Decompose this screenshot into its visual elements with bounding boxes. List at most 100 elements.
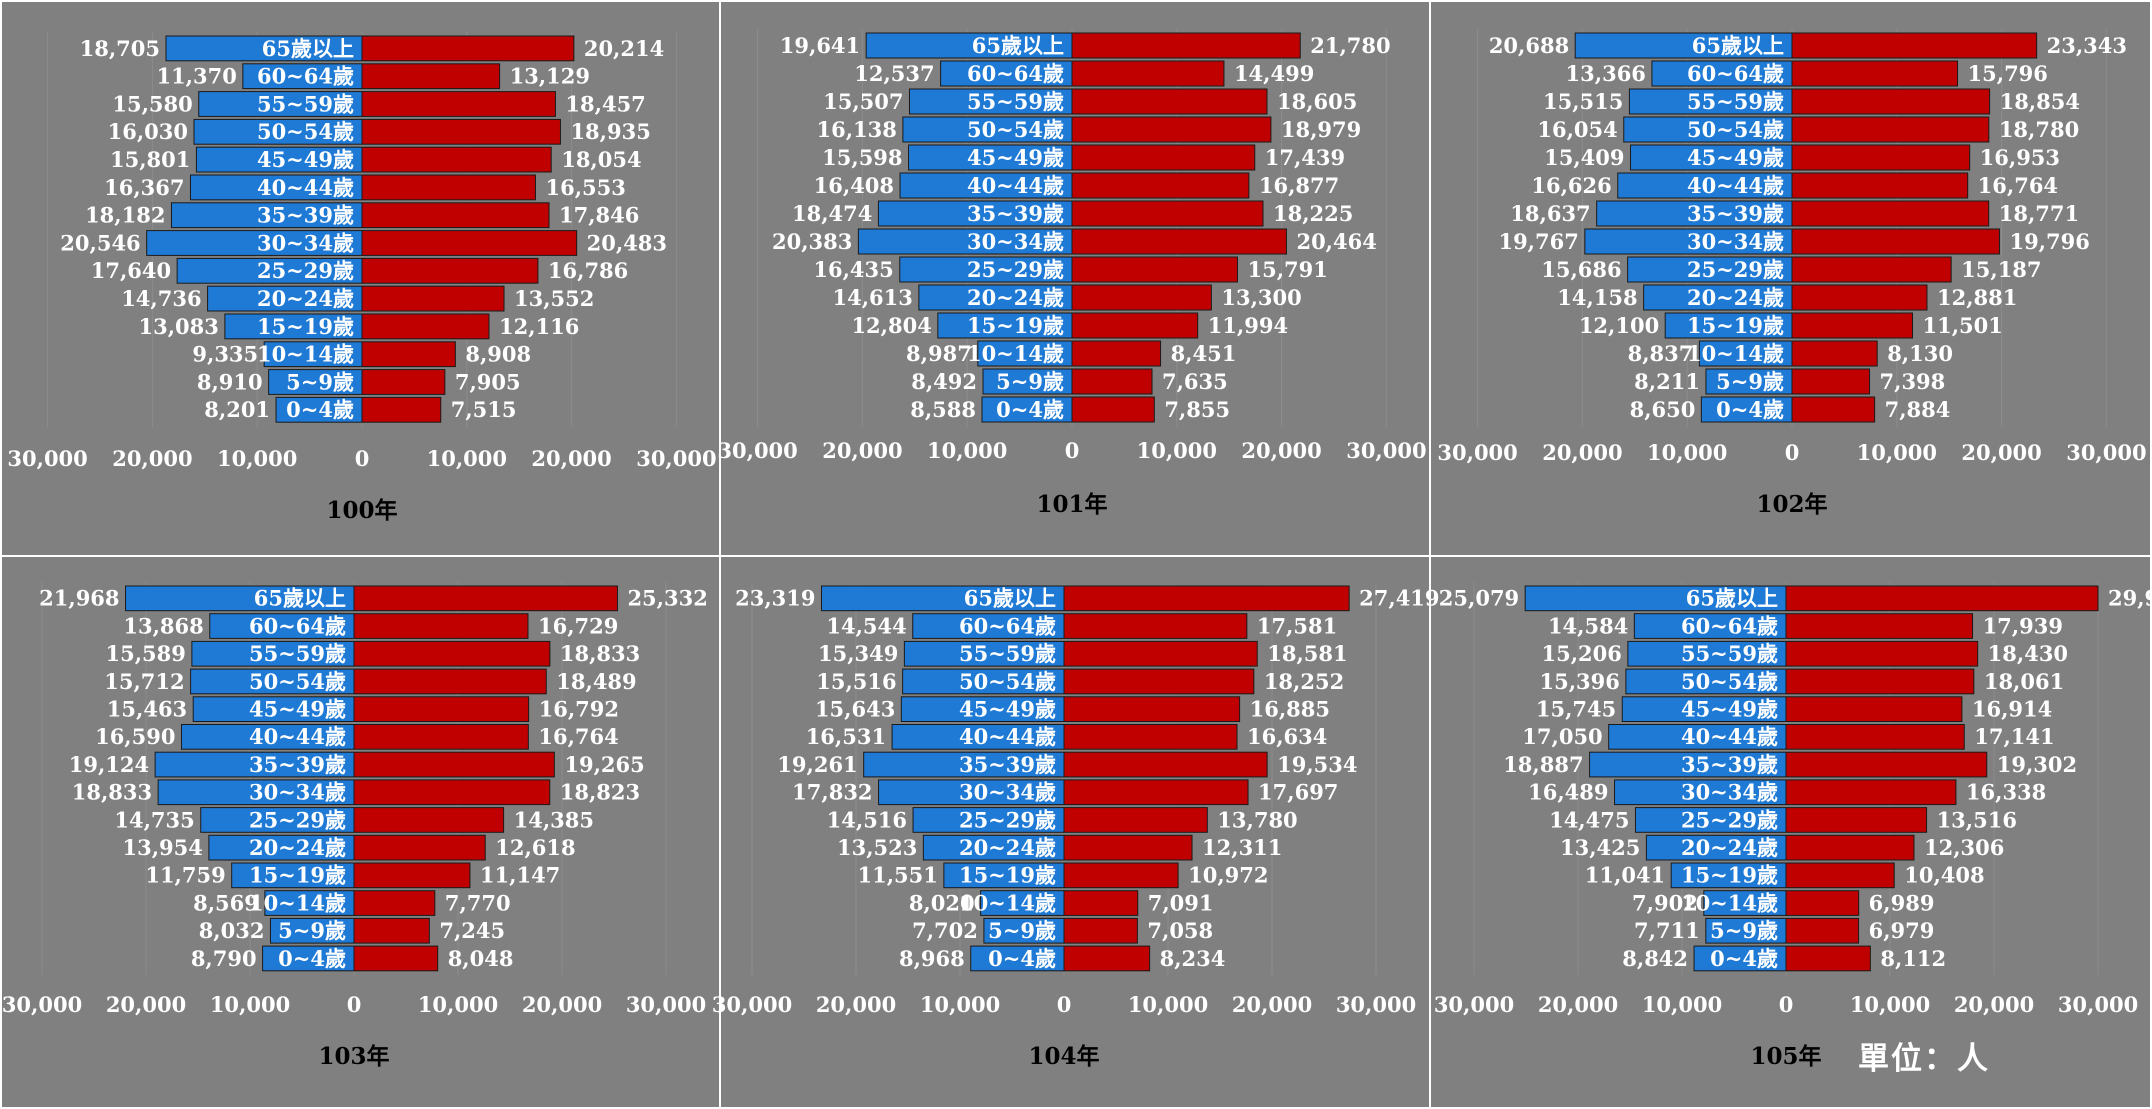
male-bar [922, 834, 1065, 861]
female-value-label: 13,516 [1937, 807, 2017, 832]
age-group-label: 10~14歲 [257, 342, 354, 367]
male-bar [1627, 256, 1793, 283]
age-group-label: 60~64歲 [967, 61, 1064, 86]
female-bar [361, 35, 575, 62]
female-value-label: 13,129 [510, 64, 590, 89]
male-value-label: 15,463 [107, 697, 187, 722]
female-value-label: 11,147 [480, 863, 560, 888]
male-bar [977, 340, 1073, 367]
male-bar [275, 396, 363, 423]
x-tick-label: 10,000 [1642, 992, 1722, 1017]
age-group-label: 55~59歲 [249, 641, 346, 666]
female-value-label: 16,877 [1259, 173, 1339, 198]
male-value-label: 15,580 [112, 91, 192, 116]
age-group-label: 25~29歲 [257, 258, 354, 283]
male-bar [1703, 890, 1787, 916]
male-value-label: 12,537 [854, 61, 934, 86]
female-value-label: 18,054 [561, 147, 641, 172]
x-tick-label: 10,000 [418, 992, 498, 1017]
male-bar [1627, 640, 1787, 667]
female-value-label: 21,780 [1310, 33, 1390, 58]
male-bar [125, 585, 355, 612]
male-bar [146, 230, 363, 256]
male-bar [1574, 32, 1793, 59]
female-value-label: 16,634 [1247, 724, 1327, 749]
female-bar [361, 146, 552, 173]
male-value-label: 8,588 [910, 397, 976, 422]
male-value-label: 8,032 [199, 918, 265, 943]
female-bar [1785, 807, 1928, 833]
chart-title: 104年 [1028, 1043, 1099, 1070]
male-bar [902, 116, 1073, 143]
male-bar [170, 202, 363, 229]
female-bar [1063, 862, 1179, 889]
x-tick-label: 20,000 [822, 438, 902, 463]
x-tick-label: 10,000 [1137, 438, 1217, 463]
age-group-label: 45~49歲 [1687, 145, 1784, 170]
female-bar [353, 724, 529, 750]
female-value-label: 16,553 [545, 175, 625, 200]
male-bar [242, 63, 363, 90]
female-bar [353, 613, 529, 639]
age-group-label: 35~39歲 [249, 752, 346, 777]
female-value-label: 10,972 [1188, 863, 1268, 888]
female-value-label: 17,141 [1974, 724, 2054, 749]
age-group-label: 15~19歲 [257, 314, 354, 339]
female-value-label: 25,332 [627, 586, 707, 611]
x-tick-label: 0 [1065, 438, 1080, 463]
female-bar [1063, 613, 1248, 639]
female-bar [361, 230, 578, 256]
age-group-label: 35~39歲 [1687, 201, 1784, 226]
female-bar [1785, 640, 1979, 667]
x-tick-label: 30,000 [2066, 440, 2146, 465]
male-bar [937, 312, 1073, 339]
female-value-label: 6,979 [1869, 918, 1935, 943]
female-value-label: 18,489 [556, 669, 636, 694]
female-bar [353, 890, 436, 916]
male-bar [190, 668, 355, 695]
male-value-label: 11,370 [156, 64, 236, 89]
female-bar [1063, 834, 1193, 861]
male-value-label: 23,319 [735, 586, 815, 611]
female-bar [1791, 396, 1876, 423]
age-group-label: 45~49歲 [1681, 697, 1778, 722]
age-group-label: 5~9歲 [278, 918, 346, 943]
male-value-label: 7,711 [1634, 918, 1700, 943]
male-bar [1621, 696, 1787, 722]
male-bar [208, 834, 355, 861]
female-bar [1785, 613, 1974, 639]
age-group-label: 60~64歲 [1687, 61, 1784, 86]
age-group-label: 65歲以上 [262, 36, 354, 61]
female-value-label: 19,265 [564, 752, 644, 777]
x-tick-label: 10,000 [1128, 992, 1208, 1017]
age-group-label: 0~4歲 [1710, 946, 1778, 971]
male-value-label: 18,833 [72, 780, 152, 805]
female-value-label: 18,430 [1988, 641, 2068, 666]
male-value-label: 15,516 [816, 669, 896, 694]
age-group-label: 30~34歲 [959, 780, 1056, 805]
x-tick-label: 30,000 [2, 992, 82, 1017]
male-bar [1664, 312, 1793, 339]
age-group-label: 50~54歲 [959, 669, 1056, 694]
female-value-label: 7,884 [1885, 397, 1951, 422]
female-value-label: 18,833 [560, 641, 640, 666]
male-value-label: 12,100 [1579, 313, 1659, 338]
female-bar [353, 834, 486, 861]
male-bar [1645, 834, 1787, 861]
female-value-label: 6,989 [1869, 890, 1935, 915]
male-value-label: 20,688 [1489, 33, 1569, 58]
age-group-label: 55~59歲 [1687, 89, 1784, 114]
male-value-label: 17,640 [91, 258, 171, 283]
male-value-label: 8,201 [204, 397, 270, 422]
female-bar [361, 118, 561, 145]
male-value-label: 14,158 [1557, 285, 1637, 310]
male-value-label: 15,396 [1540, 669, 1620, 694]
male-bar [224, 313, 363, 340]
female-bar [1791, 144, 1971, 171]
female-value-label: 23,343 [2047, 33, 2127, 58]
male-bar [1596, 200, 1793, 227]
female-value-label: 16,338 [1966, 780, 2046, 805]
male-value-label: 8,842 [1622, 946, 1688, 971]
female-value-label: 16,953 [1980, 145, 2060, 170]
female-bar [353, 945, 439, 972]
